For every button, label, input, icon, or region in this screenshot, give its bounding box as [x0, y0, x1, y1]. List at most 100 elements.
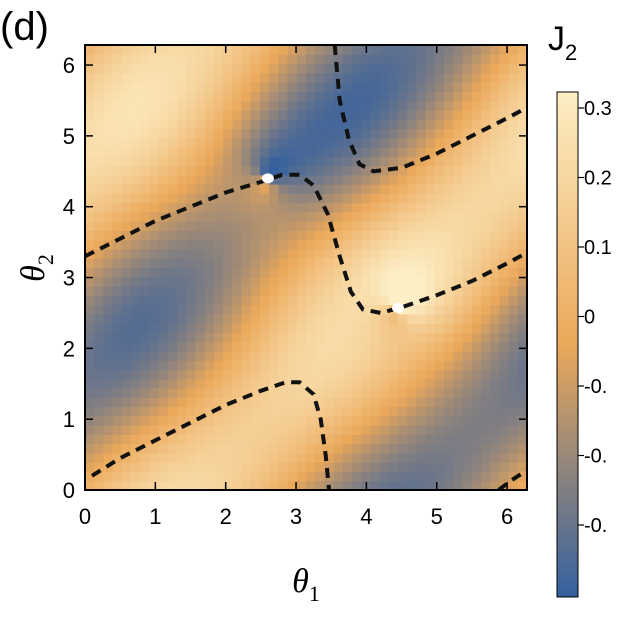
heatmap-cell: [370, 221, 381, 232]
heatmap-cell: [131, 91, 141, 102]
heatmap-cell: [241, 248, 252, 259]
heatmap-cell: [112, 425, 123, 435]
heatmap-cell: [379, 323, 390, 333]
heatmap-cell: [379, 82, 390, 92]
heatmap-cell: [177, 193, 187, 204]
heatmap-cell: [112, 369, 123, 380]
heatmap-cell: [250, 174, 261, 185]
heatmap-cell: [186, 452, 197, 463]
heatmap-cell: [490, 230, 500, 241]
heatmap-cell: [140, 388, 151, 398]
heatmap-cell: [131, 174, 141, 185]
heatmap-cell: [416, 54, 427, 65]
heatmap-cell: [407, 54, 418, 65]
heatmap-cell: [352, 360, 362, 371]
heatmap-cell: [407, 295, 418, 306]
heatmap-cell: [204, 82, 215, 92]
heatmap-cell: [149, 248, 160, 259]
heatmap-cell: [425, 341, 436, 352]
heatmap-cell: [342, 174, 353, 185]
heatmap-cell: [149, 415, 160, 426]
heatmap-cell: [204, 230, 215, 241]
heatmap-cell: [333, 146, 344, 157]
heatmap-cell: [177, 304, 187, 315]
heatmap-cell: [471, 350, 482, 361]
heatmap-cell: [388, 100, 399, 111]
heatmap-cell: [490, 471, 500, 482]
heatmap-cell: [370, 471, 381, 482]
heatmap-cell: [517, 146, 527, 157]
heatmap-cell: [490, 443, 500, 454]
heatmap-cell: [213, 230, 224, 241]
heatmap-cell: [269, 369, 279, 380]
heatmap-cell: [471, 313, 482, 324]
heatmap-cell: [158, 128, 169, 139]
heatmap-cell: [352, 369, 362, 380]
heatmap-cell: [407, 434, 418, 445]
heatmap-cell: [361, 378, 372, 389]
heatmap-cell: [241, 360, 252, 371]
heatmap-cell: [250, 276, 261, 287]
zero-contours: [85, 45, 527, 490]
heatmap-cell: [296, 248, 307, 259]
heatmap-cell: [499, 156, 510, 167]
heatmap-cell: [480, 388, 491, 398]
heatmap-cell: [490, 72, 500, 83]
heatmap-cell: [315, 350, 326, 361]
heatmap-cell: [296, 54, 307, 65]
heatmap-cell: [490, 165, 500, 176]
heatmap-cell: [370, 350, 381, 361]
heatmap-cell: [131, 146, 141, 157]
heatmap-cell: [167, 286, 178, 296]
heatmap-cell: [517, 109, 527, 120]
heatmap-cell: [517, 369, 527, 380]
heatmap-cell: [416, 248, 427, 259]
heatmap-cell: [158, 434, 169, 445]
heatmap-cell: [388, 184, 399, 194]
heatmap-cell: [416, 146, 427, 157]
heatmap-cell: [259, 184, 270, 194]
heatmap-cell: [315, 45, 326, 55]
heatmap-cell: [213, 258, 224, 269]
heatmap-cell: [434, 276, 445, 287]
heatmap-cell: [361, 128, 372, 139]
heatmap-cell: [278, 221, 289, 232]
heatmap-cell: [149, 211, 160, 222]
heatmap-cell: [453, 295, 464, 306]
heatmap-cell: [158, 378, 169, 389]
heatmap-cell: [306, 91, 316, 102]
heatmap-cell: [259, 119, 270, 130]
heatmap-cell: [232, 128, 243, 139]
heatmap-cell: [352, 119, 362, 130]
heatmap-cell: [453, 193, 464, 204]
heatmap-cell: [167, 119, 178, 130]
heatmap-cell: [453, 258, 464, 269]
heatmap-cell: [416, 230, 427, 241]
heatmap-cell: [370, 425, 381, 435]
heatmap-cell: [94, 471, 105, 482]
heatmap-cell: [379, 480, 390, 490]
heatmap-cell: [453, 82, 464, 92]
heatmap-cell: [324, 258, 335, 269]
heatmap-cell: [306, 146, 316, 157]
heatmap-cell: [103, 341, 114, 352]
heatmap-cell: [342, 248, 353, 259]
heatmap-cell: [250, 304, 261, 315]
heatmap-cell: [223, 462, 233, 473]
heatmap-cell: [195, 137, 206, 148]
heatmap-cell: [223, 378, 233, 389]
heatmap-cell: [499, 443, 510, 454]
heatmap-cell: [425, 165, 436, 176]
heatmap-cell: [186, 230, 197, 241]
heatmap-cell: [241, 184, 252, 194]
heatmap-cell: [112, 72, 123, 83]
heatmap-cell: [241, 397, 252, 408]
heatmap-cell: [490, 276, 500, 287]
heatmap-cell: [103, 230, 114, 241]
heatmap-cell: [398, 462, 408, 473]
heatmap-cell: [342, 63, 353, 74]
heatmap-cell: [177, 378, 187, 389]
heatmap-cell: [462, 137, 473, 148]
heatmap-cell: [490, 54, 500, 65]
heatmap-cell: [223, 109, 233, 120]
